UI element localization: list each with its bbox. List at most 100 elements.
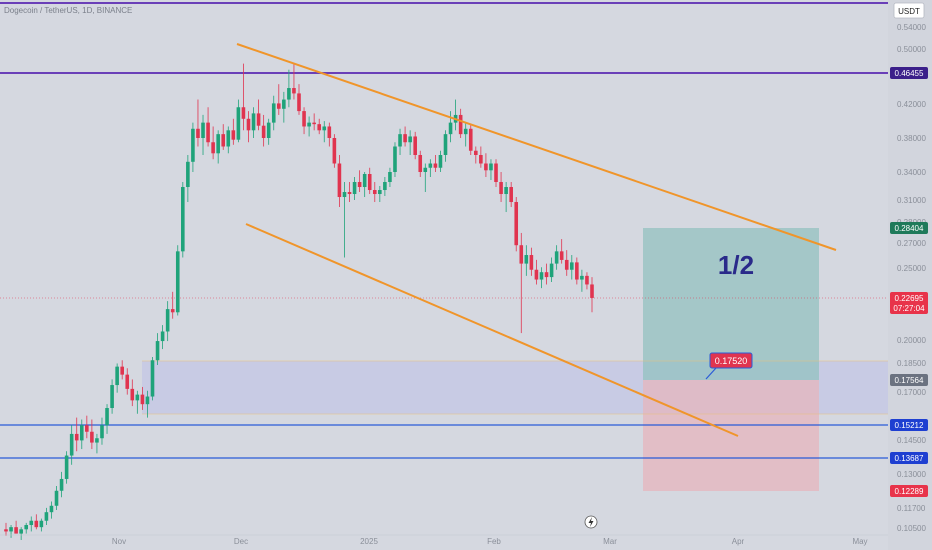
candle-body — [463, 128, 468, 135]
candle-body — [327, 126, 332, 138]
candle-body — [79, 425, 84, 441]
candle-body — [49, 505, 54, 513]
price-tick-label: 0.13000 — [897, 470, 926, 479]
price-tag-stop-loss[interactable] — [890, 485, 928, 498]
currency-button[interactable] — [893, 2, 925, 19]
candle-body — [352, 182, 357, 195]
time-tick-label: Dec — [234, 537, 248, 546]
candle-body — [428, 163, 433, 168]
candle-body — [317, 124, 322, 131]
candle-body — [312, 122, 316, 125]
price-axis-background — [888, 0, 932, 550]
candle-body — [554, 251, 559, 264]
candle-body — [29, 520, 34, 526]
candle-body — [261, 125, 266, 138]
candle-body — [479, 155, 483, 164]
candle-body — [54, 490, 59, 506]
candle-body — [115, 366, 119, 386]
price-tag-label: 0.28404 — [895, 224, 924, 233]
candle-body — [297, 93, 301, 112]
candle-body — [494, 163, 498, 183]
price-tick-label: 0.38000 — [897, 134, 926, 143]
callout-box[interactable] — [709, 352, 753, 369]
candle-body — [196, 128, 200, 138]
price-tag-support-1[interactable] — [890, 419, 928, 431]
candle-body — [342, 192, 347, 198]
candle-body — [181, 187, 185, 252]
lightning-glyph — [588, 517, 594, 527]
candle-body — [170, 309, 175, 313]
price-tag-label: 0.17564 — [895, 376, 924, 385]
candle-body — [100, 425, 104, 439]
candle-body — [458, 114, 463, 135]
price-tag-resistance[interactable] — [890, 67, 928, 79]
candle-body — [372, 190, 377, 195]
price-tag-entry[interactable] — [890, 374, 928, 386]
candle-body — [251, 113, 256, 131]
candle-body — [367, 174, 372, 191]
price-tag-label: 0.46455 — [895, 69, 924, 78]
price-tick-label: 0.50000 — [897, 45, 926, 54]
price-tick-label: 0.31000 — [897, 196, 926, 205]
price-tag-label: 0.12289 — [895, 487, 924, 496]
candle-body — [216, 134, 220, 154]
price-tag-label: 0.22695 — [895, 294, 924, 303]
candle-body — [236, 107, 241, 140]
loss-zone — [643, 380, 819, 491]
candle-body — [175, 251, 180, 313]
price-tick-label: 0.27000 — [897, 239, 926, 248]
candle-body — [276, 103, 281, 109]
candle-body — [9, 527, 13, 532]
candle-body — [64, 455, 69, 479]
candle-body — [362, 174, 367, 188]
candle-body — [489, 163, 493, 171]
candle-body — [580, 275, 584, 280]
price-tag-current[interactable] — [890, 292, 928, 314]
candle-body — [564, 259, 569, 270]
candle-body — [468, 128, 473, 151]
price-tag-take-profit[interactable] — [890, 222, 928, 234]
candle-body — [544, 272, 549, 278]
candle-body — [206, 122, 210, 143]
price-tag-label: 0.13687 — [895, 454, 924, 463]
price-tick-label: 0.20000 — [897, 336, 926, 345]
candle-body — [307, 122, 311, 127]
price-tag-support-2[interactable] — [890, 452, 928, 464]
candle-body — [145, 396, 150, 405]
candle-body — [529, 255, 534, 270]
price-tag-label: 0.15212 — [895, 421, 924, 430]
channel-upper-line[interactable] — [236, 43, 837, 251]
candle-body — [519, 245, 524, 264]
candle-body — [423, 167, 428, 172]
price-tick-label: 0.25000 — [897, 264, 926, 273]
candle-body — [443, 134, 448, 155]
candle-body — [474, 150, 478, 155]
candle-body — [357, 182, 362, 188]
candle-body — [150, 360, 155, 397]
time-tick-label: 2025 — [360, 537, 378, 546]
candle-body — [347, 192, 352, 195]
candles — [4, 63, 594, 540]
candle-body — [534, 269, 539, 280]
time-axis-labels: Nov Dec 2025 Feb Mar Apr May — [112, 537, 868, 546]
candle-body — [337, 163, 342, 198]
time-tick-label: May — [852, 537, 867, 546]
ratio-label: 1/2 — [718, 250, 754, 280]
candle-body — [95, 438, 99, 443]
candle-body — [226, 130, 231, 147]
candle-body — [125, 374, 130, 389]
candle-body — [418, 155, 423, 172]
candle-body — [140, 394, 145, 405]
candle-body — [575, 262, 579, 280]
symbol-title: Dogecoin / TetherUS, 1D, BINANCE — [4, 6, 132, 15]
candle-body — [408, 136, 412, 143]
candle-body — [165, 309, 170, 332]
candle-body — [322, 126, 327, 131]
candle-body — [155, 341, 160, 361]
candle-body — [256, 113, 261, 126]
candle-body — [74, 433, 79, 441]
channel-lower-line[interactable] — [245, 223, 739, 437]
time-tick-label: Nov — [112, 537, 126, 546]
